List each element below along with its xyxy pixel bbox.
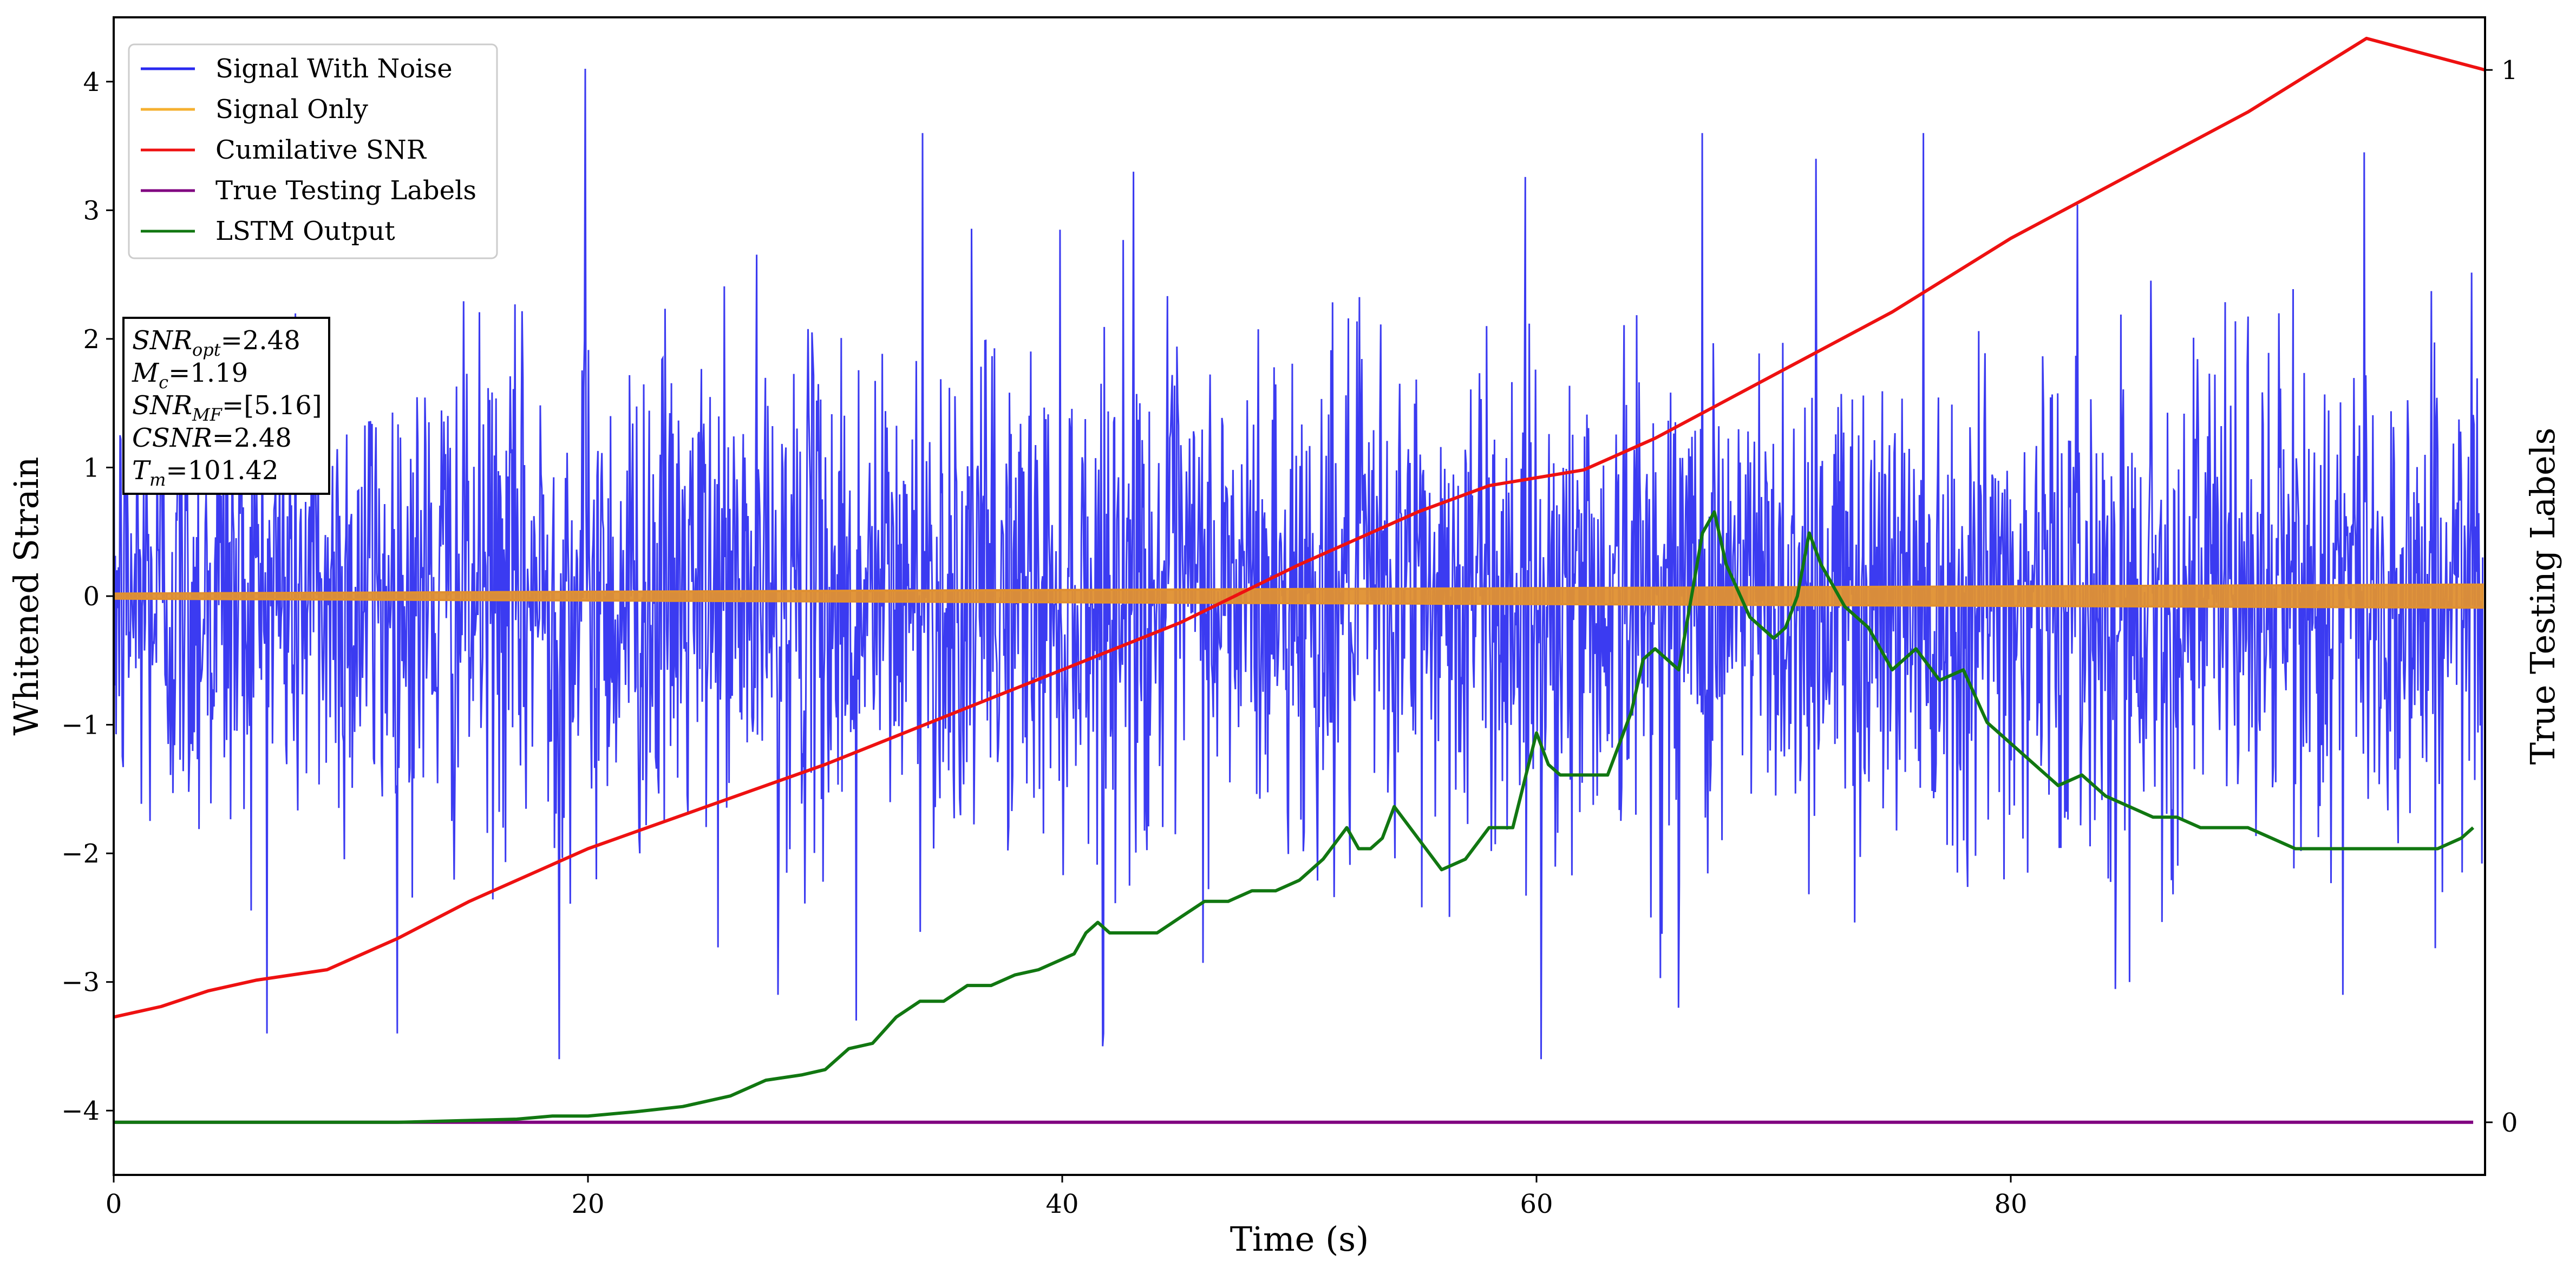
series-cumilative-snr — [114, 36, 2485, 1019]
y-tick-label: −2 — [61, 839, 100, 869]
x-tick-label: 0 — [106, 1189, 122, 1219]
y-tick-label: −1 — [61, 710, 100, 741]
info-line: SNRMF=[5.16] — [132, 390, 322, 425]
y2-axis-title: True Testing Labels — [2523, 428, 2562, 765]
y-tick-label: −3 — [61, 968, 100, 998]
legend-label: Signal With Noise — [215, 54, 453, 84]
y-tick-label: −4 — [61, 1096, 100, 1126]
y-tick-label: 3 — [83, 195, 100, 226]
y-axis-title: Whitened Strain — [6, 457, 46, 736]
info-box — [122, 317, 330, 495]
y2-tick-label: 0 — [2501, 1108, 2518, 1138]
x-tick-label: 60 — [1520, 1189, 1553, 1219]
legend-label: True Testing Labels — [215, 175, 476, 206]
y2-tick-label: 1 — [2501, 55, 2518, 86]
legend-label: LSTM Output — [215, 216, 395, 246]
x-tick-label: 20 — [571, 1189, 604, 1219]
y-tick-label: 2 — [83, 324, 100, 355]
info-line: CSNR=2.48 — [132, 423, 292, 453]
info-line: SNRopt=2.48 — [132, 325, 300, 360]
x-tick-label: 80 — [1994, 1189, 2027, 1219]
series-signal-only — [114, 583, 2484, 609]
legend-label: Cumilative SNR — [215, 135, 427, 165]
y-tick-label: 0 — [83, 582, 100, 612]
y-tick-label: 1 — [83, 453, 100, 483]
series-lstm-output — [114, 510, 2475, 1124]
y-tick-label: 4 — [83, 67, 100, 97]
x-tick-label: 40 — [1045, 1189, 1078, 1219]
info-line: Tm=101.42 — [132, 455, 279, 490]
legend-label: Signal Only — [215, 94, 368, 125]
x-axis-title: Time (s) — [1230, 1219, 1369, 1259]
legend-box — [128, 43, 498, 259]
info-line: Mc=1.19 — [132, 358, 248, 393]
